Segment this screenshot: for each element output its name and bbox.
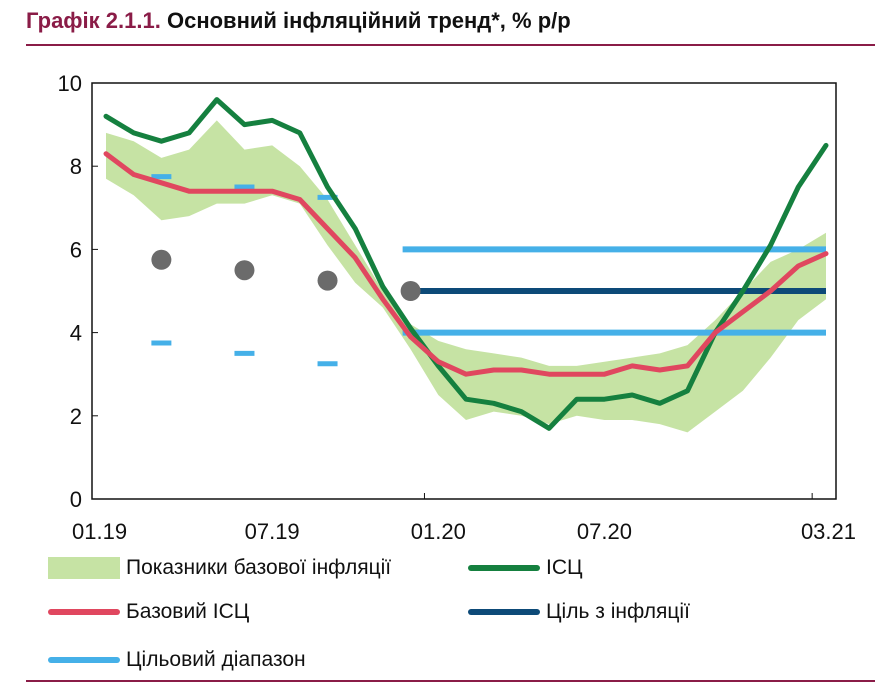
y-tick-label-8: 8: [70, 154, 82, 179]
y-tick-label-10: 10: [58, 71, 82, 96]
legend-swatch-target: [468, 609, 540, 615]
title-rule: [26, 44, 875, 46]
legend-item-cpi: ІСЦ: [468, 556, 583, 580]
band-area: [106, 120, 826, 433]
legend-label-cpi: ІСЦ: [546, 556, 583, 579]
legend-swatch-range: [48, 657, 120, 663]
chart-title: Графік 2.1.1. Основний інфляційний тренд…: [26, 8, 571, 34]
legend-item-range: Цільовий діапазон: [48, 648, 306, 672]
target-dot-12.19: [400, 281, 421, 301]
chart-number: Графік 2.1.1.: [26, 8, 161, 33]
y-tick-label-6: 6: [70, 237, 82, 262]
x-tick-label-03.21: 03.21: [801, 519, 856, 544]
legend-swatch-band: [48, 557, 120, 579]
legend-item-band: Показники базової інфляції: [48, 556, 391, 580]
y-tick-label-4: 4: [70, 321, 82, 346]
x-tick-label-01.20: 01.20: [411, 519, 466, 544]
legend-label-band: Показники базової інфляції: [126, 556, 392, 579]
legend-item-core: Базовий ІСЦ: [48, 600, 249, 624]
legend-swatch-cpi: [468, 565, 540, 571]
legend-item-target: Ціль з інфляції: [468, 600, 690, 624]
target-dot-06.19: [234, 260, 255, 281]
legend-swatch-core: [48, 609, 120, 615]
y-tick-label-2: 2: [70, 404, 82, 429]
target-dot-09.19: [317, 270, 338, 291]
x-tick-label-07.19: 07.19: [245, 519, 300, 544]
bottom-rule: [26, 680, 875, 682]
x-tick-label-07.20: 07.20: [577, 519, 632, 544]
target-dot-03.19: [151, 249, 172, 270]
legend-label-target: Ціль з інфляції: [546, 600, 690, 623]
legend-label-core: Базовий ІСЦ: [126, 600, 250, 623]
series-line-cpi: [103, 97, 829, 431]
series-line-core: [103, 151, 829, 377]
chart-canvas: 0 2 4 6 8 10 01.19 07.19 01.20 07.20 03.21: [58, 71, 856, 544]
y-tick-label-0: 0: [70, 487, 82, 512]
plot-frame: [91, 82, 837, 500]
x-tick-label-01.19: 01.19: [72, 519, 127, 544]
legend-label-range: Цільовий діапазон: [126, 648, 306, 671]
chart-title-text: Основний інфляційний тренд*, % р/р: [166, 8, 571, 33]
